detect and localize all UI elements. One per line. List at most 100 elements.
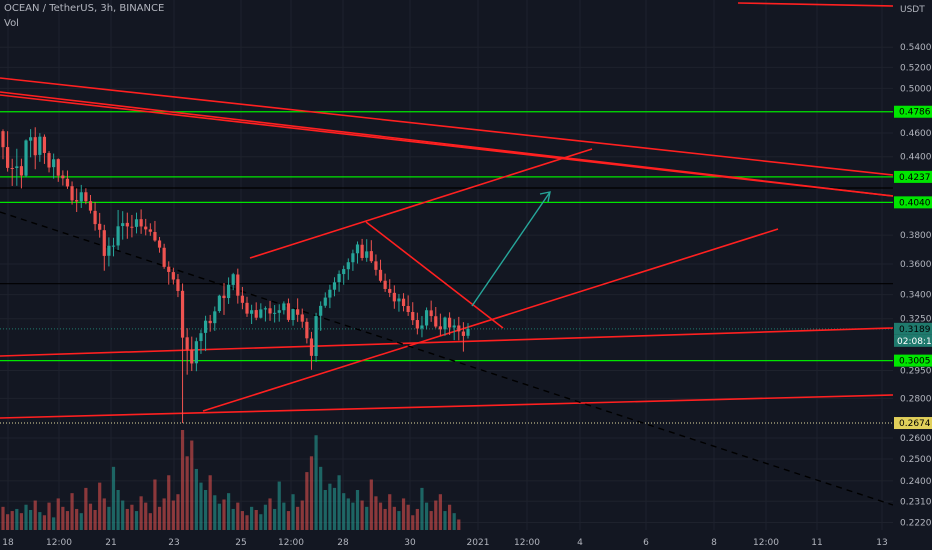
candle-body xyxy=(208,320,212,324)
projection-arrow-head xyxy=(539,191,551,203)
candle-body xyxy=(406,306,410,313)
candle-body xyxy=(388,288,392,293)
candle-body xyxy=(79,192,83,202)
volume-bar xyxy=(222,499,226,530)
candle-body xyxy=(259,309,263,318)
volume-bar xyxy=(15,508,19,530)
countdown-box xyxy=(894,334,932,347)
volume-bar xyxy=(360,500,364,530)
candle-body xyxy=(148,229,152,232)
candle-body xyxy=(167,266,171,272)
volume-bar xyxy=(319,466,323,530)
volume-bar xyxy=(342,493,346,530)
time-tick-label: 4 xyxy=(577,538,583,548)
price-tick-label: 0.5400 xyxy=(900,43,932,53)
price-label-text: 0.4237 xyxy=(899,173,931,183)
price-label-text: 0.3189 xyxy=(899,325,931,335)
volume-bar xyxy=(98,482,102,530)
volume-bar xyxy=(52,517,56,530)
candle-body xyxy=(134,219,139,227)
candle-body xyxy=(420,325,424,329)
price-label-text: 0.2674 xyxy=(899,419,931,429)
candle-body xyxy=(328,289,332,298)
candle-body xyxy=(61,175,65,179)
candle-body xyxy=(162,247,166,267)
candle-body xyxy=(429,310,433,317)
volume-bar xyxy=(10,511,14,530)
candle-body xyxy=(351,253,355,263)
volume-bar xyxy=(217,503,221,530)
candle-body xyxy=(121,223,125,227)
price-tick-label: 0.4400 xyxy=(900,153,932,163)
candle-body xyxy=(65,178,70,187)
candle-body xyxy=(415,320,419,329)
volume-bar xyxy=(226,493,231,530)
candle-body xyxy=(323,297,327,306)
candle-body xyxy=(171,272,175,280)
candle-body xyxy=(153,232,157,241)
trend-line xyxy=(249,148,593,259)
price-label-text: 0.4040 xyxy=(899,198,931,208)
volume-bar xyxy=(254,510,258,530)
price-tick-label: 0.4600 xyxy=(900,129,932,139)
candle-body xyxy=(130,226,134,228)
price-axis[interactable]: USDT 0.5400 0.5200 0.5000 0.4600 0.4400 0.3800… xyxy=(893,0,932,550)
volume-bar xyxy=(282,502,286,530)
price-axis-bg xyxy=(893,0,932,550)
candle-body xyxy=(231,274,235,285)
volume-bar xyxy=(424,502,429,530)
volume-bar xyxy=(167,475,171,530)
time-tick-label: 2021 xyxy=(467,538,490,548)
volume-bar xyxy=(374,496,378,530)
volume-bar xyxy=(102,498,106,530)
volume-bar xyxy=(355,490,360,530)
candle-body xyxy=(93,210,97,225)
time-tick-label: 11 xyxy=(811,538,822,548)
volume-bar xyxy=(236,502,240,530)
volume-bar xyxy=(231,508,235,530)
volume-bars xyxy=(1,430,461,530)
volume-bar xyxy=(194,468,198,530)
volume-bar xyxy=(185,456,189,530)
price-tick-label: 0.2500 xyxy=(900,455,932,465)
time-axis[interactable]: 18 12:00 21 23 25 12:00 28 30 2021 12:00 4 6 8 12:00 1… xyxy=(0,530,932,550)
volume-bar xyxy=(93,510,97,530)
candle-body xyxy=(282,303,286,311)
volume-bar xyxy=(420,487,424,530)
volume-bar xyxy=(286,511,291,530)
volume-bar xyxy=(296,506,300,530)
volume-bar xyxy=(346,498,350,530)
candle-body xyxy=(392,292,396,302)
price-tick-label: 0.2400 xyxy=(900,477,932,487)
volume-bar xyxy=(429,511,433,530)
candle-body xyxy=(309,338,314,356)
candle-body xyxy=(226,284,231,299)
volume-bar xyxy=(162,498,166,530)
projection-arrow xyxy=(471,191,551,307)
currency-label: USDT xyxy=(900,5,925,15)
candle-body xyxy=(296,309,300,315)
volume-bar xyxy=(84,487,88,530)
candle-body xyxy=(75,200,79,202)
candle-body xyxy=(6,147,10,168)
time-tick-label: 12:00 xyxy=(753,538,779,548)
time-tick-label: 28 xyxy=(337,538,349,548)
time-tick-label: 30 xyxy=(404,538,416,548)
candle-body xyxy=(360,244,364,258)
volume-bar xyxy=(438,494,442,530)
price-label-box xyxy=(894,105,932,118)
candle-body xyxy=(319,305,323,316)
candle-body xyxy=(250,310,254,314)
price-tick-label: 0.5200 xyxy=(900,63,932,73)
candlesticks xyxy=(1,127,470,424)
volume-bar xyxy=(411,515,415,530)
price-tick-label: 0.2600 xyxy=(900,434,932,444)
candle-body xyxy=(369,251,373,262)
price-label-box xyxy=(894,417,932,430)
candle-body xyxy=(52,159,56,168)
volume-bar xyxy=(153,479,157,530)
candle-body xyxy=(38,136,42,155)
price-label-text: 0.4786 xyxy=(899,108,931,118)
candle-body xyxy=(217,295,221,312)
